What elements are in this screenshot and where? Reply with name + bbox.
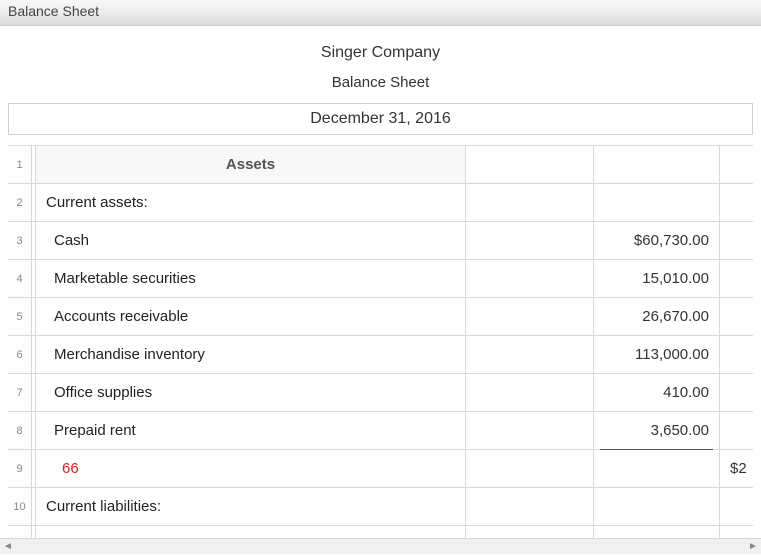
description-cell[interactable]: Office supplies [36, 374, 466, 411]
amount-cell-d[interactable] [720, 488, 753, 525]
amount-cell-c[interactable]: $60,730.00 [594, 222, 720, 259]
amount-cell-b[interactable] [466, 146, 594, 183]
amount-cell-d[interactable] [720, 336, 753, 373]
amount-cell-b[interactable] [466, 526, 594, 538]
amount-cell-b[interactable] [466, 184, 594, 221]
row-number: 4 [8, 260, 32, 297]
amount-cell-b[interactable] [466, 488, 594, 525]
amount-cell-b[interactable] [466, 412, 594, 449]
row-number: 2 [8, 184, 32, 221]
amount-cell-b[interactable] [466, 336, 594, 373]
window-title: Balance Sheet [8, 3, 99, 19]
report-header: Singer Company Balance Sheet December 31… [8, 34, 753, 145]
amount-cell-c[interactable]: 113,000.00 [594, 336, 720, 373]
description-cell[interactable]: Prepaid rent [36, 412, 466, 449]
amount-cell-d[interactable] [720, 412, 753, 449]
table-row: 3Cash $60,730.00 [8, 222, 753, 260]
row-number: 8 [8, 412, 32, 449]
scroll-right-arrow[interactable]: ► [745, 539, 761, 555]
description-cell[interactable]: Current liabilities: [36, 488, 466, 525]
table-row: 2Current assets: [8, 184, 753, 222]
amount-cell-c[interactable] [594, 488, 720, 525]
row-number: 5 [8, 298, 32, 335]
table-row: 11 Accounts payable $34,180.00 [8, 526, 753, 538]
amount-cell-c[interactable]: 15,010.00 [594, 260, 720, 297]
amount-cell-d[interactable] [720, 184, 753, 221]
description-cell[interactable]: Merchandise inventory [36, 336, 466, 373]
table-row: 1Assets [8, 146, 753, 184]
company-name: Singer Company [8, 38, 753, 68]
row-number: 10 [8, 488, 32, 525]
row-number: 11 [8, 526, 32, 538]
table-row: 966$2 [8, 450, 753, 488]
description-cell[interactable]: Accounts receivable [36, 298, 466, 335]
table-row: 7Office supplies 410.00 [8, 374, 753, 412]
description-cell[interactable]: Cash [36, 222, 466, 259]
description-cell[interactable]: Accounts payable [36, 526, 466, 538]
amount-cell-c[interactable] [594, 184, 720, 221]
amount-cell-c[interactable]: 26,670.00 [594, 298, 720, 335]
row-number: 7 [8, 374, 32, 411]
amount-cell-b[interactable] [466, 260, 594, 297]
amount-cell-c[interactable] [594, 146, 720, 183]
balance-sheet-grid: 1Assets2Current assets:3Cash$60,730.004M… [8, 145, 753, 538]
report-title: Balance Sheet [8, 68, 753, 97]
amount-cell-d[interactable]: $2 [720, 450, 757, 487]
description-cell[interactable]: Marketable securities [36, 260, 466, 297]
window-titlebar: Balance Sheet [0, 0, 761, 26]
description-cell[interactable]: 66 [36, 450, 466, 487]
amount-cell-c[interactable]: $34,180.00 [594, 526, 720, 538]
amount-cell-d[interactable] [720, 298, 753, 335]
row-number: 3 [8, 222, 32, 259]
amount-cell-b[interactable] [466, 298, 594, 335]
amount-cell-d[interactable] [720, 374, 753, 411]
table-row: 6Merchandise inventory 113,000.00 [8, 336, 753, 374]
scroll-left-arrow[interactable]: ◄ [0, 539, 16, 555]
table-row: 8Prepaid rent 3,650.00 [8, 412, 753, 450]
amount-cell-b[interactable] [466, 450, 594, 487]
report-date-input[interactable]: December 31, 2016 [8, 103, 753, 135]
amount-cell-d[interactable] [720, 146, 753, 183]
section-header-cell[interactable]: Assets [36, 146, 466, 183]
amount-cell-c[interactable]: 410.00 [594, 374, 720, 411]
row-number: 9 [8, 450, 32, 487]
row-number: 1 [8, 146, 32, 183]
amount-cell-c[interactable] [594, 450, 720, 487]
scroll-track[interactable] [16, 539, 745, 554]
amount-cell-d[interactable] [720, 260, 753, 297]
horizontal-scrollbar[interactable]: ◄ ► [0, 538, 761, 554]
table-row: 4Marketable securities 15,010.00 [8, 260, 753, 298]
amount-cell-b[interactable] [466, 222, 594, 259]
amount-cell-b[interactable] [466, 374, 594, 411]
description-cell[interactable]: Current assets: [36, 184, 466, 221]
table-row: 10Current liabilities: [8, 488, 753, 526]
sheet-container: Singer Company Balance Sheet December 31… [0, 26, 761, 538]
amount-cell-c[interactable]: 3,650.00 [594, 412, 720, 449]
amount-cell-d[interactable] [720, 222, 753, 259]
table-row: 5Accounts receivable 26,670.00 [8, 298, 753, 336]
amount-cell-d[interactable] [720, 526, 753, 538]
row-number: 6 [8, 336, 32, 373]
